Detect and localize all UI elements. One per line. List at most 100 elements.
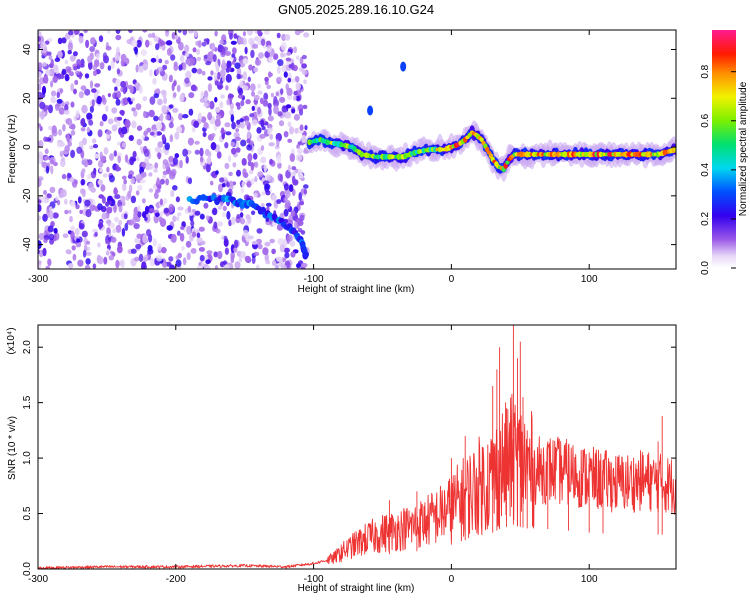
noise-cell [238,87,244,96]
noise-cell [232,47,237,55]
spectrogram-frame [37,29,677,270]
noise-cell [276,76,282,84]
noise-cell [70,83,75,92]
noise-cell [251,210,256,216]
noise-cell [43,75,49,84]
noise-cell [215,64,220,73]
noise-cell [84,73,90,79]
noise-cell [277,162,282,169]
noise-cell [276,199,282,204]
noise-cell [220,94,226,99]
noise-cell [153,191,159,199]
noise-cell [114,86,118,91]
outlier-blob [367,105,374,116]
noise-cell [179,54,185,63]
noise-cell [233,239,239,249]
noise-cell [56,98,63,104]
noise-cell [78,91,84,99]
noise-cell [135,174,142,180]
noise-cell [162,262,168,268]
noise-cell [96,95,102,105]
noise-cell [264,241,271,247]
noise-cell [289,153,295,162]
noise-cell [44,156,50,161]
noise-cell [244,255,251,262]
snr-x-axis: -300 -200 -100 0 100 [28,325,598,585]
noise-cell [99,168,103,173]
noise-cell [236,119,241,125]
noise-cell [69,55,76,62]
noise-cell [99,61,105,70]
noise-cell [102,173,108,178]
noise-cell [172,107,179,113]
noise-cell [113,150,118,157]
noise-cell [224,162,230,170]
noise-cell [101,212,108,220]
noise-cell [177,30,182,33]
noise-cell [125,57,130,65]
noise-cell [290,251,296,258]
noise-cell [80,118,85,127]
snr-y-tick-label: 2.0 [22,340,33,354]
noise-cell [266,206,270,212]
noise-cell [64,104,69,112]
noise-cell [285,169,291,179]
noise-cell [170,190,175,198]
spectrogram-y-tick-label: 20 [22,92,33,104]
noise-cell [262,247,269,256]
noise-cell [230,216,236,225]
noise-cell [267,102,272,109]
noise-cell [204,266,211,269]
noise-cell [176,126,183,134]
noise-cell [142,96,148,102]
noise-cell [169,134,174,143]
noise-cell [141,135,145,140]
noise-cell [127,97,131,102]
noise-cell [162,64,168,70]
noise-cell [156,184,162,190]
noise-cell [239,80,244,88]
noise-cell [136,125,143,131]
noise-cell [253,192,258,198]
noise-cell [297,147,303,155]
noise-cell [145,229,152,237]
noise-cell [244,120,249,126]
noise-cell [70,101,75,108]
noise-cell [194,140,200,145]
noise-cell [177,252,182,259]
noise-cell [199,254,205,262]
noise-cell [38,199,42,204]
noise-cell [79,209,83,215]
noise-cell [253,251,260,257]
noise-cell [129,156,135,166]
noise-cell [260,145,265,151]
noise-cell [160,247,167,254]
noise-cell [77,259,84,267]
noise-cell [277,238,284,245]
noise-cell [242,168,247,177]
noise-cell [221,183,226,188]
noise-cell [92,144,99,149]
noise-cell [64,145,70,153]
noise-cell [83,30,88,34]
noise-cell [128,135,134,141]
noise-cell [236,73,241,80]
snr-y-tick-label: 0.5 [22,506,33,520]
spectrogram-x-axis: -300 -200 -100 0 100 [28,30,598,285]
noise-cell [284,111,292,119]
noise-cell [226,210,231,220]
noise-cell [107,219,111,227]
noise-cell [110,236,117,243]
noise-cell [231,53,236,58]
noise-cell [198,247,205,252]
noise-cell [242,37,248,46]
noise-cell [50,59,54,67]
noise-cell [64,209,69,215]
noise-cell [203,202,209,209]
noise-cell [117,155,121,164]
noise-cell [107,93,111,98]
noise-cell [207,52,211,60]
noise-cell [277,59,284,67]
noise-cell [148,188,154,193]
noise-cell [82,249,87,258]
